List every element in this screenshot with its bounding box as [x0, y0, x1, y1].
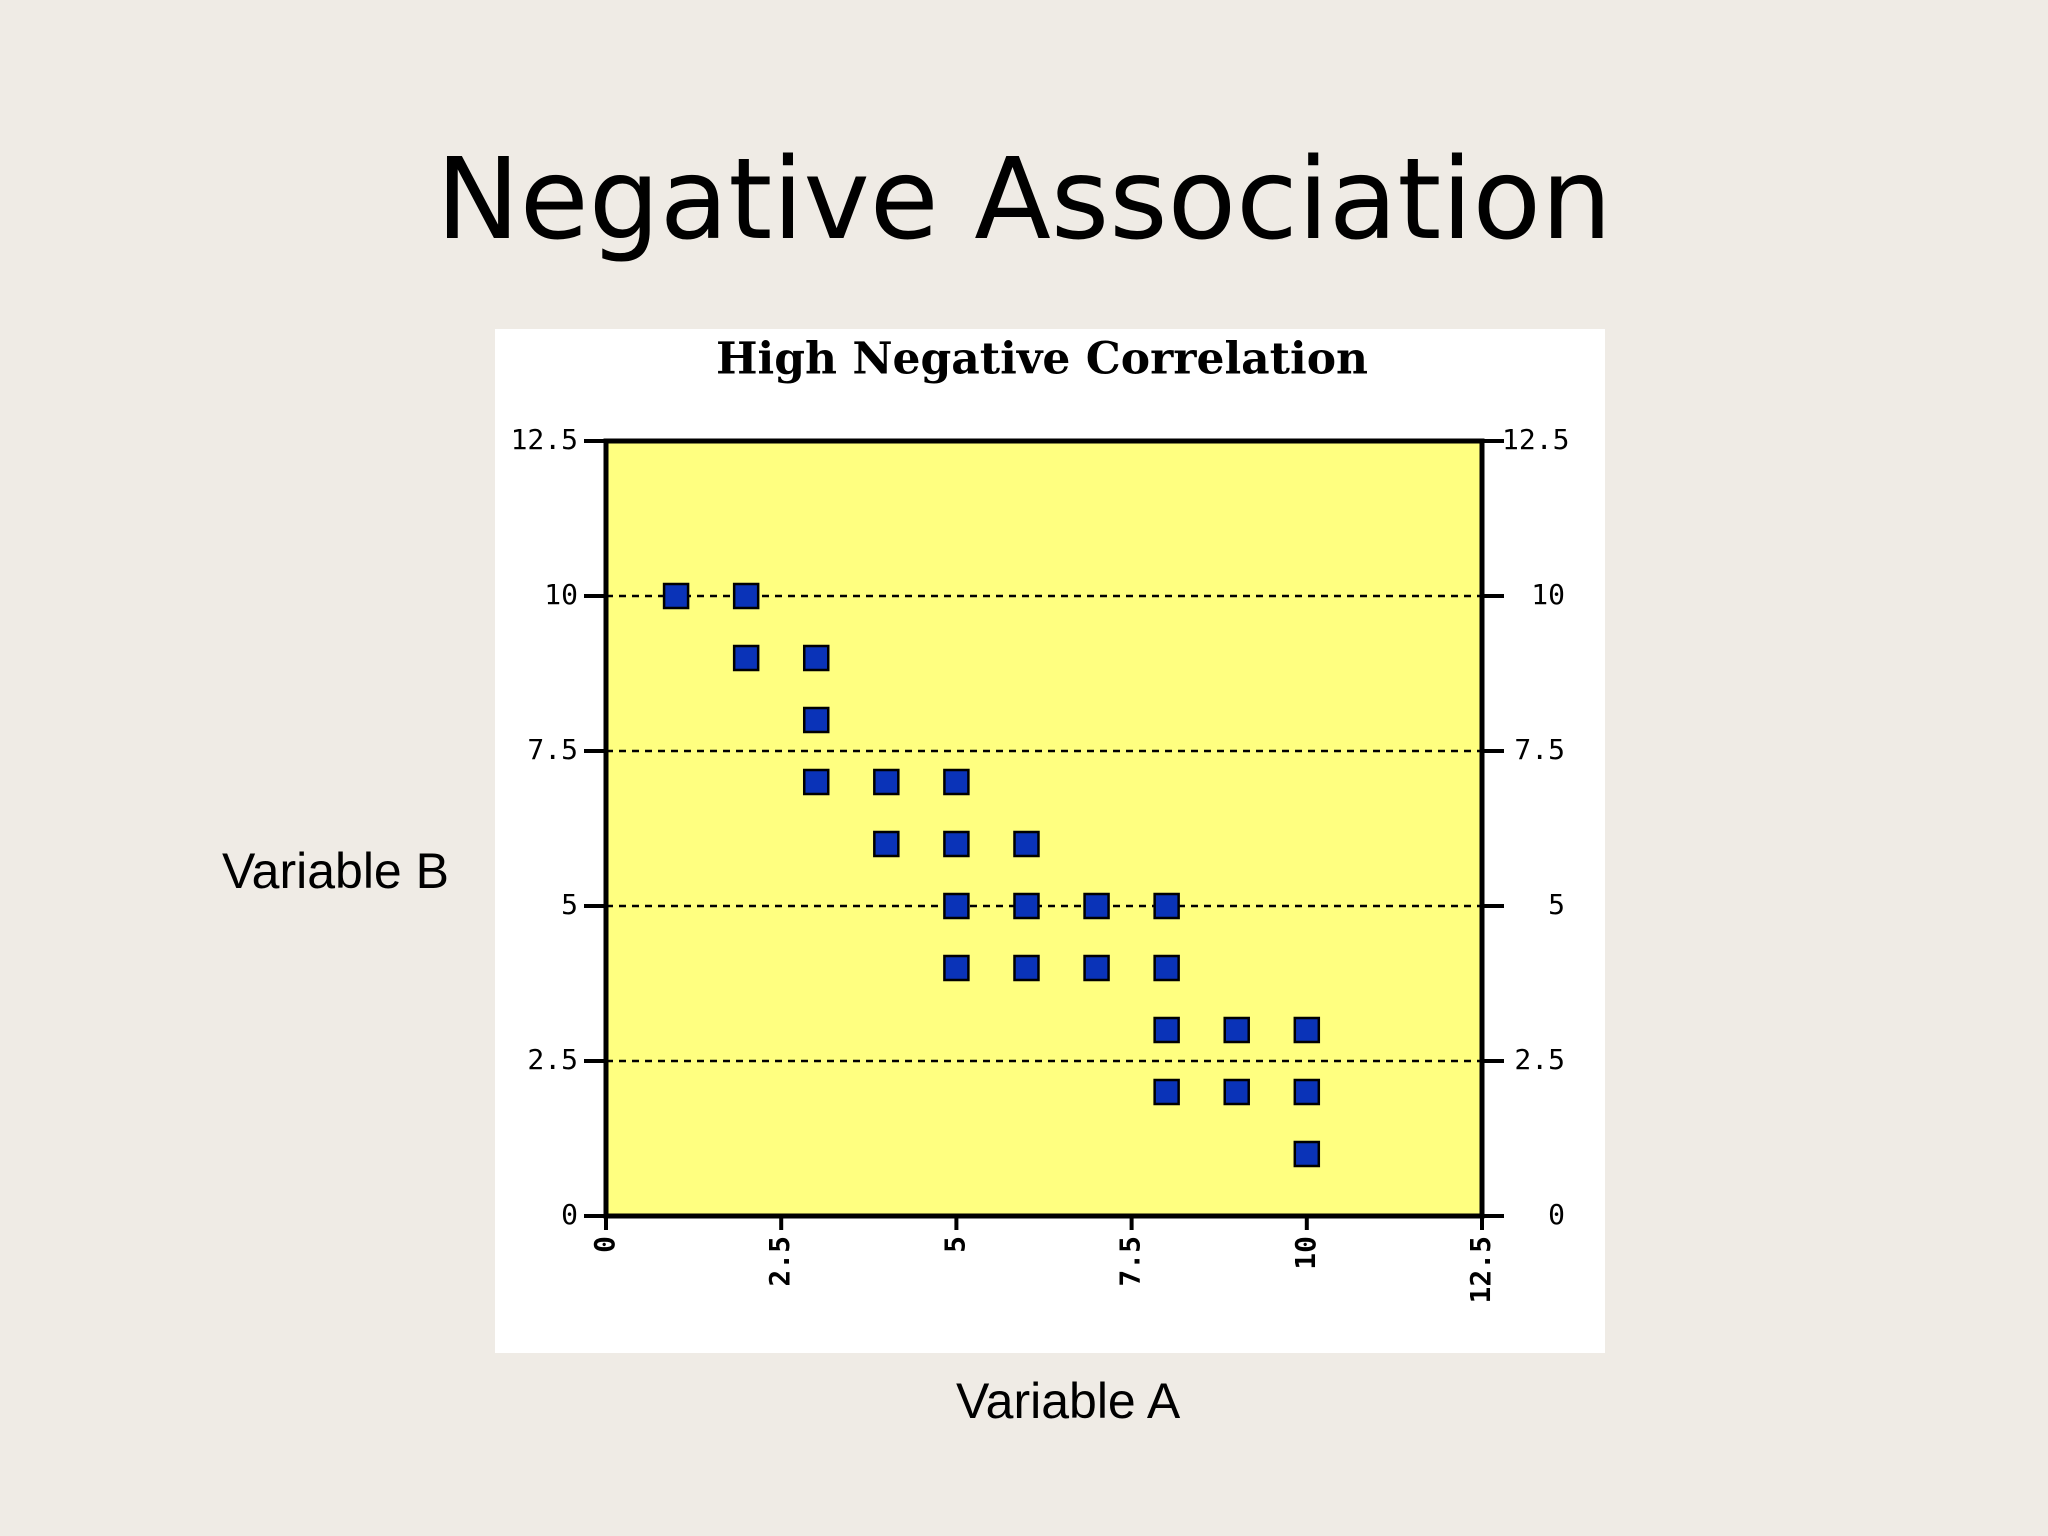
x-tick-label: 5: [938, 1236, 971, 1253]
data-point: [732, 582, 760, 610]
y-tick-label-right: 2.5: [1514, 1043, 1565, 1076]
y-tick-label-left: 12.5: [511, 423, 578, 456]
y-tick-label-left: 0: [561, 1198, 578, 1231]
data-point: [732, 644, 760, 672]
data-point: [802, 644, 830, 672]
data-point: [662, 582, 690, 610]
y-tick-label-right: 10: [1531, 578, 1565, 611]
x-tick-label: 7.5: [1114, 1236, 1147, 1287]
x-tick-label: 12.5: [1464, 1236, 1497, 1303]
data-point: [943, 768, 970, 796]
data-point: [1153, 954, 1180, 982]
plot-frame: [603, 438, 1485, 1219]
y-tick-label-left: 7.5: [527, 733, 578, 766]
plot-area: [606, 441, 1482, 1216]
y-tick-label-right: 7.5: [1514, 733, 1565, 766]
data-point: [1013, 830, 1040, 858]
data-point: [1293, 1140, 1321, 1168]
chart-panel: High Negative Correlation 0 0 2.5 2.5 5 5 7.5 7…: [495, 329, 1605, 1353]
data-point: [1013, 892, 1040, 920]
y-tick-label-right: 12.5: [1502, 423, 1569, 456]
y-tick-label-left: 10: [544, 578, 578, 611]
y-tick-label-left: 2.5: [527, 1043, 578, 1076]
x-axis-label: Variable A: [956, 1373, 1181, 1429]
x-tick-label: 0: [588, 1236, 621, 1253]
scatter-chart: High Negative Correlation 0 02.5 2.55 57.5 7…: [511, 334, 1570, 1304]
data-point: [1293, 1016, 1321, 1044]
y-tick-label-right: 5: [1548, 888, 1565, 921]
x-tick-label: 10: [1289, 1236, 1322, 1270]
data-point: [943, 954, 970, 982]
data-point: [943, 830, 970, 858]
y-axis-label: Variable B: [222, 843, 449, 899]
data-point: [1153, 1016, 1180, 1044]
data-point: [1013, 954, 1040, 982]
data-point: [873, 768, 900, 796]
data-point: [873, 830, 900, 858]
data-point: [802, 768, 830, 796]
data-point: [1293, 1078, 1321, 1106]
data-point: [1223, 1016, 1250, 1044]
y-tick-label-left: 5: [561, 888, 578, 921]
data-point: [1153, 892, 1180, 920]
data-point: [1083, 892, 1110, 920]
points-layer: [662, 582, 1321, 1168]
data-point: [1153, 1078, 1180, 1106]
data-point: [943, 892, 970, 920]
data-point: [802, 706, 830, 734]
x-tick-label: 2.5: [763, 1236, 796, 1287]
y-tick-label-right: 0: [1548, 1198, 1565, 1231]
data-point: [1083, 954, 1110, 982]
data-point: [1223, 1078, 1250, 1106]
slide-title: Negative Association: [436, 135, 1612, 265]
chart-title: High Negative Correlation: [716, 334, 1368, 385]
